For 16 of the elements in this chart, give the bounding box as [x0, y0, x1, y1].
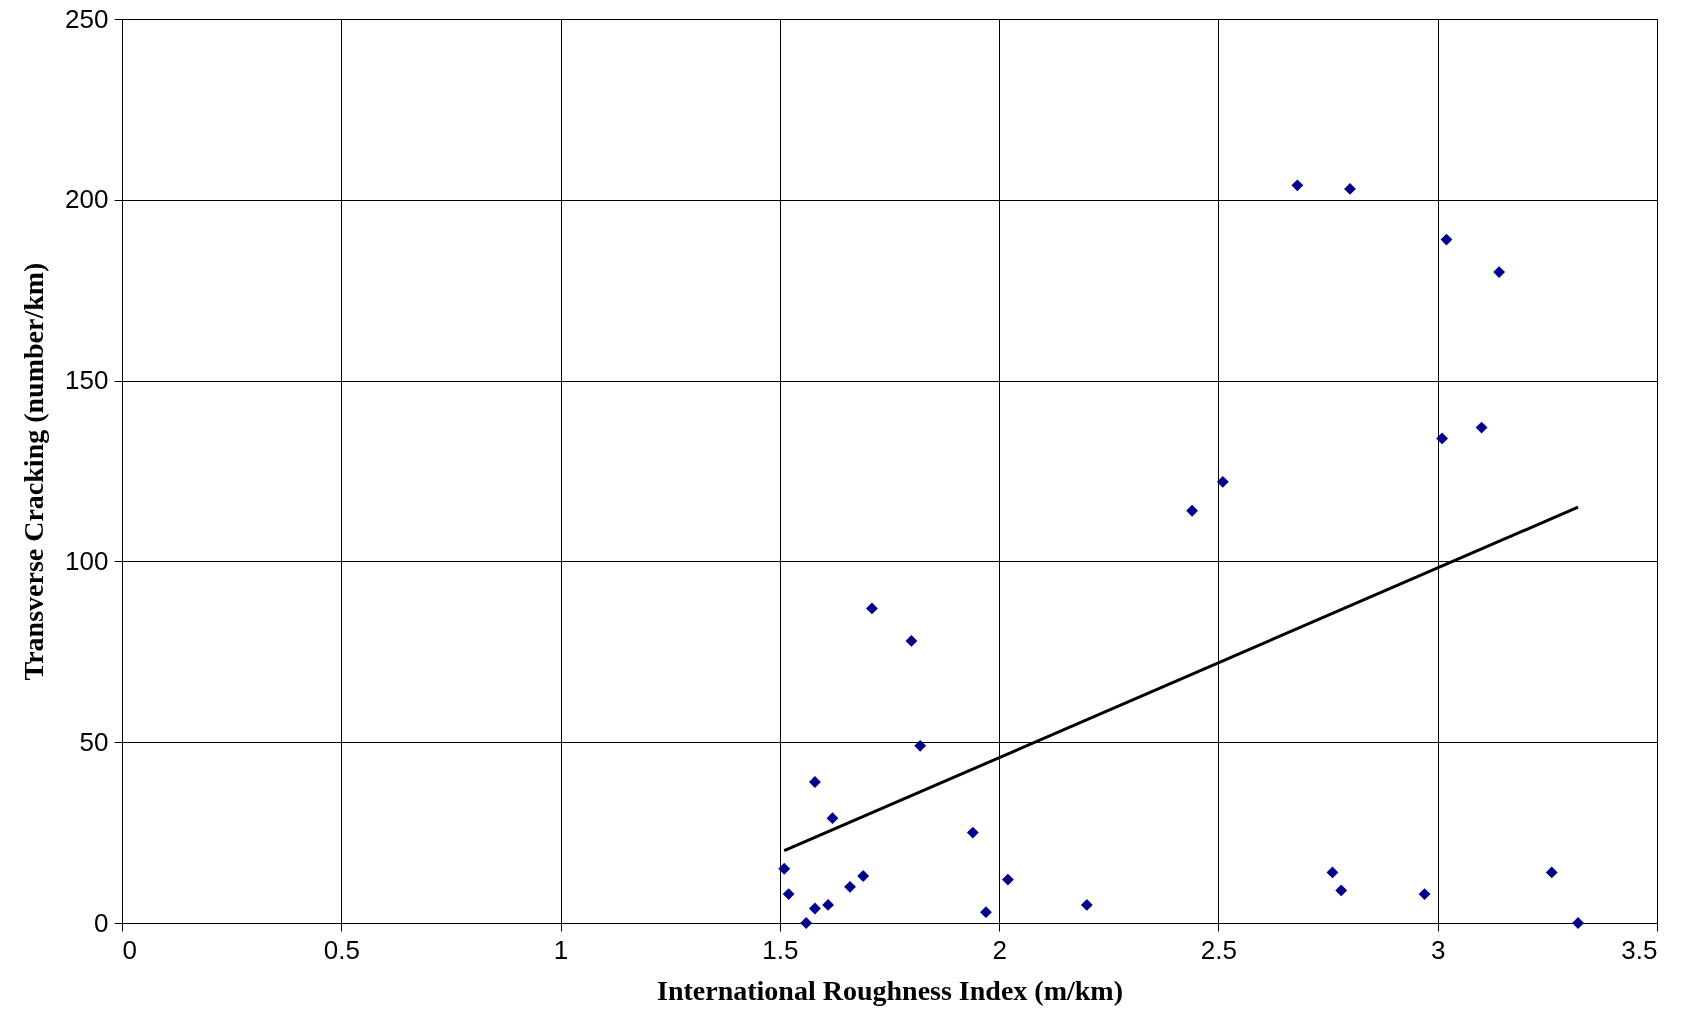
y-axis-title: Transverse Cracking (number/km) — [18, 262, 50, 681]
x-tick-label: 1 — [553, 934, 569, 965]
y-tick-label: 250 — [65, 3, 109, 34]
x-tick-label: 3.5 — [1621, 934, 1658, 965]
y-tick-label: 200 — [65, 184, 109, 215]
x-tick-label: 3 — [1430, 934, 1446, 965]
x-tick-label: 0.5 — [323, 934, 360, 965]
y-tick-label: 50 — [79, 726, 109, 757]
y-tick-label: 0 — [94, 907, 109, 938]
y-tick-label: 100 — [65, 545, 109, 576]
x-tick-label: 2 — [992, 934, 1007, 965]
y-tick-label: 150 — [65, 365, 109, 396]
x-tick-label: 1.5 — [762, 934, 799, 965]
x-axis-title: International Roughness Index (m/km) — [657, 974, 1123, 1006]
x-tick-label: 0 — [122, 934, 137, 965]
x-tick-label: 2.5 — [1200, 934, 1238, 965]
